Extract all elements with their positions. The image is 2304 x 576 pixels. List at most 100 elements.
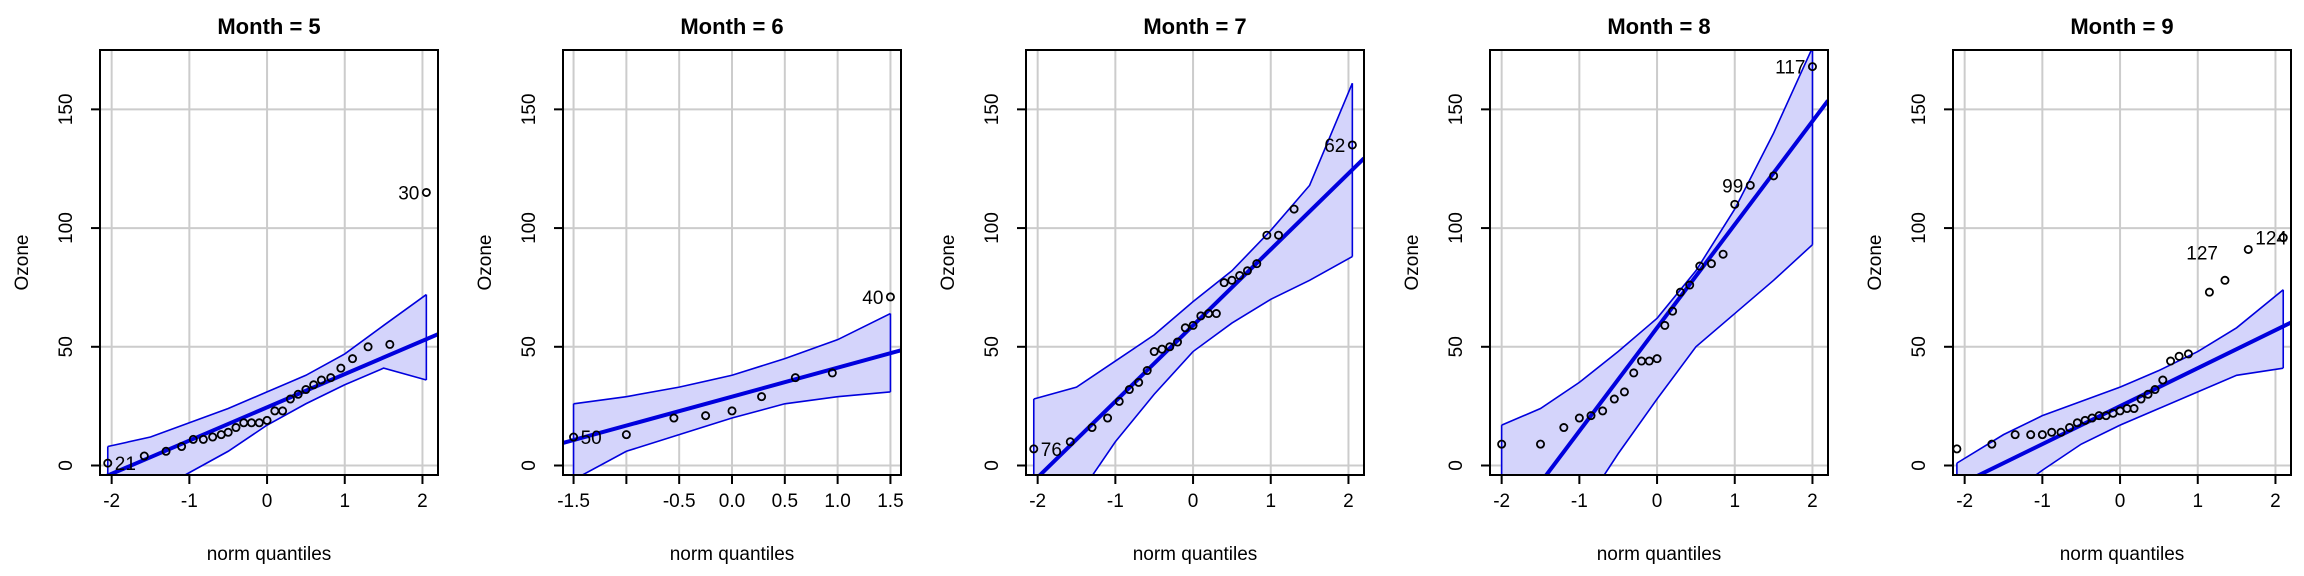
y-axis-title: Ozone bbox=[938, 235, 959, 291]
x-tick-label: 2 bbox=[2270, 491, 2281, 512]
data-point bbox=[1242, 266, 1252, 276]
data-point bbox=[1685, 280, 1695, 290]
data-point bbox=[1029, 444, 1039, 454]
x-tick-label: 2 bbox=[1807, 491, 1818, 512]
x-tick-label: -0.5 bbox=[663, 491, 696, 512]
y-tick-label: 50 bbox=[1446, 336, 1467, 357]
data-point bbox=[2010, 430, 2020, 440]
plot-frame bbox=[1025, 49, 1365, 476]
plot-frame bbox=[1489, 49, 1829, 476]
data-point bbox=[363, 342, 373, 352]
x-tick-label: 1 bbox=[1729, 491, 1740, 512]
data-point bbox=[1598, 406, 1608, 416]
point-label: 40 bbox=[862, 288, 883, 309]
data-point bbox=[1807, 62, 1817, 72]
confidence-band-upper bbox=[1956, 289, 2284, 464]
data-point bbox=[2166, 356, 2176, 366]
x-tick-label: 1.0 bbox=[824, 491, 850, 512]
confidence-band-upper bbox=[573, 312, 891, 405]
data-point bbox=[293, 389, 303, 399]
data-point bbox=[1274, 230, 1284, 240]
data-point bbox=[301, 385, 311, 395]
data-point bbox=[2158, 375, 2168, 385]
confidence-band-lower bbox=[580, 391, 891, 475]
x-tick-label: 0.5 bbox=[772, 491, 798, 512]
data-point bbox=[1559, 423, 1569, 433]
y-axis: 0 50 100 150 bbox=[519, 94, 563, 471]
confidence-band-lower bbox=[183, 367, 427, 475]
y-tick-label: 150 bbox=[56, 94, 77, 126]
y-tick-label: 100 bbox=[56, 212, 77, 244]
data-point bbox=[1114, 396, 1124, 406]
data-point bbox=[103, 458, 113, 468]
y-tick-label: 0 bbox=[1446, 460, 1467, 471]
reference-line bbox=[1543, 99, 1828, 475]
data-point bbox=[2037, 430, 2047, 440]
point-label: 21 bbox=[115, 454, 136, 475]
data-point bbox=[223, 427, 233, 437]
grid bbox=[1490, 50, 1828, 475]
data-point bbox=[2183, 349, 2193, 359]
x-tick-label: 1 bbox=[2192, 491, 2203, 512]
plot-area bbox=[1032, 82, 1364, 475]
y-tick-label: 0 bbox=[1909, 460, 1930, 471]
confidence-band-lower bbox=[1091, 255, 1353, 475]
data-point bbox=[827, 368, 837, 378]
data-point bbox=[1227, 275, 1237, 285]
y-tick-label: 0 bbox=[56, 460, 77, 471]
data-point bbox=[1652, 354, 1662, 364]
panel-month-7: Month = 7 76 62 -2 -1 0 1 2 0 50 100 150 norm quanti… bbox=[938, 14, 1365, 565]
data-point bbox=[1668, 306, 1678, 316]
x-axis-title: norm quantiles bbox=[670, 544, 795, 565]
data-point bbox=[1695, 261, 1705, 271]
reference-line bbox=[1974, 320, 2291, 475]
data-point bbox=[2065, 423, 2075, 433]
data-point bbox=[1157, 344, 1167, 354]
x-tick-label: 2 bbox=[1343, 491, 1354, 512]
data-point bbox=[1219, 278, 1229, 288]
x-tick-label: -1 bbox=[181, 491, 198, 512]
data-point bbox=[1586, 411, 1596, 421]
grid bbox=[1953, 50, 2291, 475]
panel-title: Month = 9 bbox=[2070, 14, 2173, 39]
panel-month-6: Month = 6 50 40 -1.5 -0.5 0.0 0.5 1.0 1.5 0 50 100 1… bbox=[475, 14, 904, 565]
x-tick-label: -1 bbox=[1571, 491, 1588, 512]
y-tick-label: 50 bbox=[519, 336, 540, 357]
data-point bbox=[316, 375, 326, 385]
x-tick-label: -2 bbox=[103, 491, 120, 512]
data-point bbox=[421, 187, 431, 197]
data-point bbox=[1087, 423, 1097, 433]
x-axis: -2 -1 0 1 2 bbox=[1029, 475, 1354, 512]
x-tick-label: -1.5 bbox=[557, 491, 590, 512]
data-point bbox=[385, 339, 395, 349]
data-point bbox=[1745, 180, 1755, 190]
x-axis: -2 -1 0 1 2 bbox=[1493, 475, 1818, 512]
data-point bbox=[2278, 233, 2288, 243]
y-axis-title: Ozone bbox=[475, 235, 496, 291]
y-tick-label: 150 bbox=[982, 94, 1003, 126]
y-axis: 0 50 100 150 bbox=[56, 94, 100, 471]
data-point bbox=[1952, 444, 1962, 454]
data-point bbox=[2204, 287, 2214, 297]
y-tick-label: 150 bbox=[1909, 94, 1930, 126]
data-point bbox=[348, 354, 358, 364]
x-tick-label: -1 bbox=[2034, 491, 2051, 512]
data-point bbox=[701, 411, 711, 421]
y-axis-title: Ozone bbox=[12, 235, 33, 291]
data-point bbox=[1188, 320, 1198, 330]
data-point bbox=[1065, 437, 1075, 447]
data-point bbox=[2136, 394, 2146, 404]
x-axis-title: norm quantiles bbox=[1133, 544, 1258, 565]
data-point bbox=[1142, 366, 1152, 376]
point-label: 117 bbox=[1775, 58, 1805, 79]
data-point bbox=[727, 406, 737, 416]
confidence-band bbox=[1956, 289, 2284, 475]
x-tick-label: 0.0 bbox=[719, 491, 745, 512]
y-axis-title: Ozone bbox=[1402, 235, 1423, 291]
point-label: 124 bbox=[2255, 228, 2287, 249]
x-tick-label: 0 bbox=[2115, 491, 2126, 512]
data-point bbox=[790, 373, 800, 383]
data-point bbox=[1718, 249, 1728, 259]
point-label: 127 bbox=[2186, 243, 2218, 264]
